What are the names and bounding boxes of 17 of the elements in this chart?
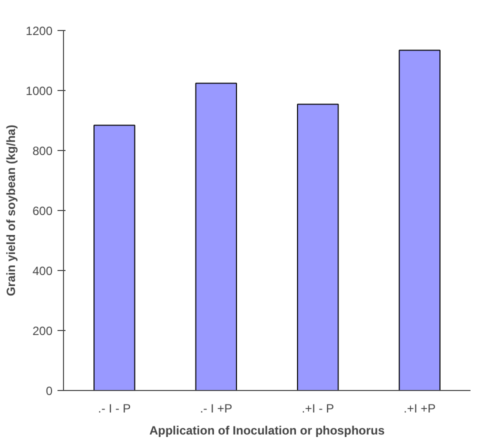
x-axis-title: Application of Inoculation or phosphorus <box>149 424 385 438</box>
y-tick-label: 1200 <box>26 24 53 38</box>
y-axis-title: Grain yield of soybean (kg/ha) <box>4 124 18 296</box>
y-tick-label: 1000 <box>26 84 53 98</box>
x-tick-label: .+I - P <box>302 402 334 416</box>
x-tick-label: .- I - P <box>98 402 131 416</box>
y-tick-label: 400 <box>32 264 53 278</box>
bar <box>398 50 440 390</box>
bar <box>94 124 136 390</box>
x-tick-label: .+I +P <box>404 402 436 416</box>
x-tick-label: .- I +P <box>200 402 232 416</box>
bar <box>195 82 237 390</box>
y-tick-label: 600 <box>32 204 53 218</box>
y-tick-label: 200 <box>32 324 53 338</box>
y-tick-label: 800 <box>32 144 53 158</box>
bar <box>297 104 339 390</box>
y-tick-label: 0 <box>46 384 53 398</box>
